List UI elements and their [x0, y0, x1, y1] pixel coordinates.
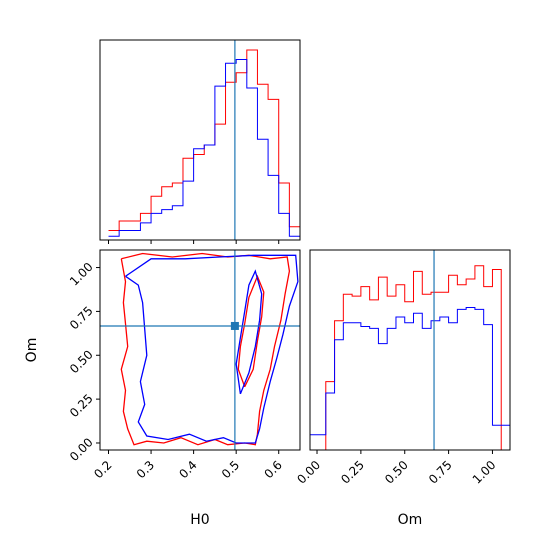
h0-histogram-x-ticks: [108, 240, 280, 244]
om-hist-tick-label-4: 1.00: [470, 458, 499, 487]
joint-x-tick-label-3: 0.5: [219, 458, 242, 481]
joint-x-tick-label-1: 0.3: [134, 458, 157, 481]
h0-hist-series-0: [108, 49, 300, 231]
h0-histogram-panel: [99, 39, 301, 244]
joint-contour-frame: [99, 249, 301, 451]
joint-y-tick-label-1: 0.25: [67, 391, 96, 420]
joint-contour-panel: 0.2 0.3 0.4 0.5 0.6 0.000.250.500.751.00 H0 …: [24, 249, 301, 528]
contour-series-0-level-1: [237, 274, 265, 388]
contour-series-0-level-0: [120, 252, 291, 446]
joint-truth-marker: [230, 321, 239, 330]
om-axis-label-x: Om: [398, 512, 423, 528]
joint-x-ticks: 0.2 0.3 0.4 0.5 0.6: [91, 450, 285, 481]
joint-x-tick-label-4: 0.6: [261, 458, 284, 481]
om-histogram-x-ticks: 0.00 0.25 0.50 0.75 1.00: [294, 450, 499, 487]
joint-x-tick-label-2: 0.4: [176, 458, 199, 481]
om-hist-tick-label-3: 0.75: [426, 458, 455, 487]
om-histogram-series: [310, 265, 510, 450]
h0-histogram-series: [108, 49, 300, 237]
om-hist-series-0: [310, 265, 510, 450]
om-histogram-panel: 0.00 0.25 0.50 0.75 1.00 Om: [294, 249, 511, 528]
joint-y-tick-label-2: 0.50: [67, 347, 96, 376]
h0-axis-label: H0: [190, 512, 209, 528]
joint-y-tick-label-0: 0.00: [67, 435, 96, 464]
h0-histogram-frame: [99, 39, 301, 241]
contour-series-1-level-1: [235, 269, 263, 395]
om-axis-label-y: Om: [24, 338, 40, 363]
om-hist-tick-label-0: 0.00: [294, 458, 323, 487]
h0-hist-series-1: [108, 59, 300, 237]
joint-y-ticks: 0.00 0.25 0.50 0.75 1.00: [67, 260, 100, 464]
contour-series-1-level-0: [125, 254, 299, 444]
joint-x-tick-label-0: 0.2: [91, 458, 114, 481]
joint-truth-lines: [100, 250, 300, 450]
om-hist-tick-label-2: 0.50: [382, 458, 411, 487]
om-hist-tick-label-1: 0.25: [338, 458, 367, 487]
joint-y-tick-label-4: 1.00: [67, 260, 96, 289]
joint-contour-series: [120, 252, 299, 446]
om-histogram-frame: [309, 249, 511, 451]
om-hist-series-1: [310, 307, 510, 436]
joint-y-tick-label-3: 0.75: [67, 304, 96, 333]
